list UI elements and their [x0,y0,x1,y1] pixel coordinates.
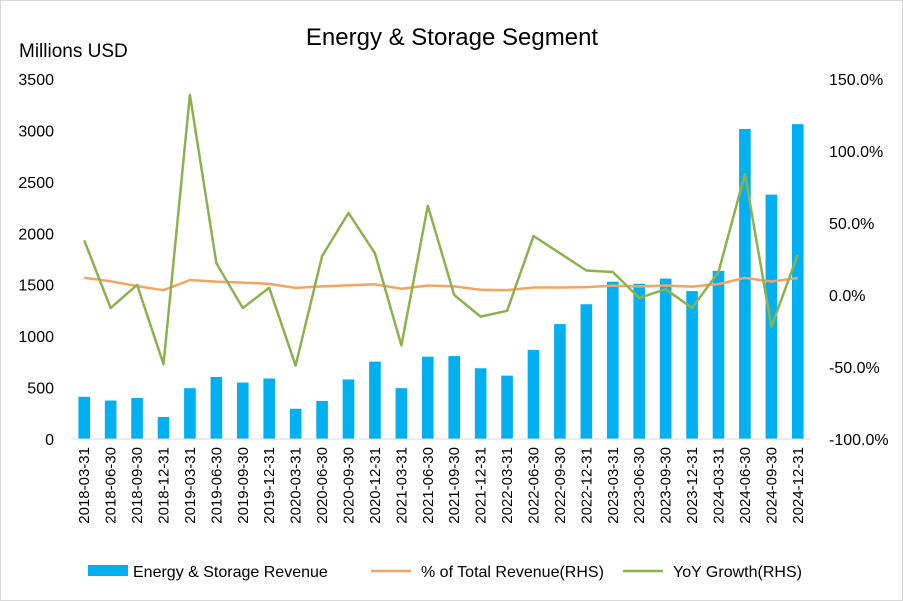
y-tick-label: 500 [27,381,54,398]
x-tick-label: 2021-03-31 [393,447,410,524]
y2-tick-label: -100.0% [829,432,889,449]
revenue-bar [104,400,117,439]
x-tick-label: 2019-12-31 [261,447,278,524]
y-tick-label: 1000 [18,329,54,346]
x-tick-label: 2024-03-31 [711,447,728,524]
x-tick-label: 2019-09-30 [235,447,252,524]
x-tick-label: 2018-06-30 [103,447,120,524]
y-tick-label: 1500 [18,278,54,295]
revenue-bar [739,128,751,439]
x-tick-label: 2023-03-31 [605,447,622,524]
y-tick-label: 3000 [18,123,54,140]
x-tick-label: 2021-09-30 [446,447,463,524]
revenue-bar [236,382,249,439]
left-y-axis-ticks: 0 500 1000 1500 2000 2500 3000 3500 [18,72,54,449]
x-tick-label: 2022-03-31 [499,447,516,524]
revenue-bar [501,375,513,439]
x-tick-label: 2024-12-31 [790,447,807,524]
x-tick-label: 2024-09-30 [763,447,780,524]
x-tick-label: 2020-03-31 [288,447,305,524]
y2-tick-label: 0.0% [829,288,865,305]
line-series [83,93,799,367]
y-tick-label: 2500 [18,175,54,192]
x-tick-label: 2023-06-30 [631,447,648,524]
revenue-bar [659,278,672,439]
revenue-bar [606,281,619,439]
revenue-bar [474,368,487,439]
x-tick-label: 2022-09-30 [552,447,569,524]
revenue-bar [342,379,355,439]
revenue-bar [421,356,434,439]
revenue-bar [78,396,91,439]
revenue-bar [131,397,143,439]
x-tick-label: 2024-06-30 [737,447,754,524]
revenue-bar [765,194,778,439]
y-tick-label: 2000 [18,226,54,243]
x-tick-label: 2023-12-31 [684,447,701,524]
revenue-bar [369,361,381,439]
legend-swatch-revenue [88,565,128,576]
x-axis-ticks: 2018-03-31 2018-06-30 2018-09-30 2018-12-31… [76,447,807,524]
revenue-bar [712,270,725,439]
revenue-bar [210,376,223,439]
revenue-bar [554,324,566,439]
x-tick-label: 2022-12-31 [578,447,595,524]
y-tick-label: 3500 [18,72,54,89]
x-tick-label: 2018-03-31 [76,447,93,524]
x-tick-label: 2021-06-30 [420,447,437,524]
legend-label: YoY Growth(RHS) [673,564,802,581]
y2-tick-label: 100.0% [829,144,883,161]
revenue-bar [316,400,328,439]
revenue-bar [157,416,170,439]
x-tick-label: 2022-06-30 [526,447,543,524]
revenue-bar [686,291,698,439]
legend-label: Energy & Storage Revenue [133,564,328,581]
revenue-bar [527,349,540,439]
revenue-bar [633,283,646,439]
right-y-axis-ticks: -100.0% -50.0% 0.0% 50.0% 100.0% 150.0% [829,72,889,449]
y2-tick-label: -50.0% [829,360,880,377]
x-tick-label: 2019-06-30 [208,447,225,524]
x-tick-label: 2023-09-30 [658,447,675,524]
pct-of-total-line [84,276,798,292]
x-tick-label: 2021-12-31 [473,447,490,524]
x-tick-label: 2020-09-30 [341,447,358,524]
revenue-bar [580,304,593,439]
y-tick-label: 0 [45,432,54,449]
y2-tick-label: 50.0% [829,216,874,233]
revenue-bar [263,378,276,439]
y2-tick-label: 150.0% [829,72,883,89]
x-tick-label: 2020-06-30 [314,447,331,524]
legend-label: % of Total Revenue(RHS) [421,564,604,581]
yoy-growth-line [83,93,799,367]
bar-series [78,124,804,439]
x-tick-label: 2018-09-30 [129,447,146,524]
revenue-bar [184,388,196,439]
revenue-bar [791,124,804,439]
x-tick-label: 2019-03-31 [182,447,199,524]
x-tick-label: 2020-12-31 [367,447,384,524]
x-tick-label: 2018-12-31 [156,447,173,524]
chart-legend: Energy & Storage Revenue % of Total Reven… [88,564,802,581]
y-axis-label: Millions USD [19,41,128,62]
revenue-bar [289,408,302,439]
chart-title: Energy & Storage Segment [306,24,599,51]
revenue-bar [448,356,461,439]
revenue-bar [395,388,408,439]
